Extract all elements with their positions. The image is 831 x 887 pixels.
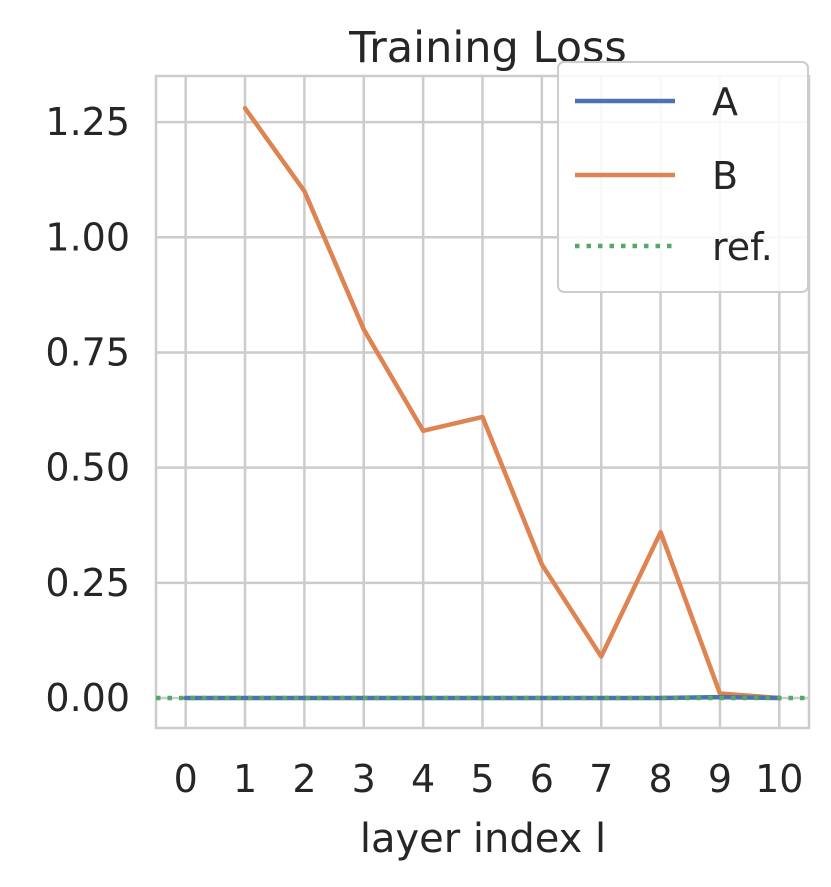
- x-tick-label: 6: [530, 757, 554, 801]
- y-tick-label: 1.25: [45, 100, 130, 144]
- legend: A B ref.: [557, 61, 809, 293]
- x-tick-labels: 0 1 2 3 4 5 6 7 8 9 10: [174, 757, 804, 801]
- x-tick-label: 4: [411, 757, 435, 801]
- y-tick-label: 0.75: [45, 330, 130, 374]
- x-tick-label: 1: [233, 757, 257, 801]
- x-tick-label: 5: [470, 757, 494, 801]
- series-lines: [156, 106, 809, 701]
- x-tick-label: 10: [755, 757, 803, 801]
- legend-label-b: B: [712, 154, 738, 198]
- series-line-b: [242, 106, 782, 701]
- legend-label-ref: ref.: [712, 225, 773, 269]
- x-tick-label: 2: [292, 757, 316, 801]
- legend-box: [557, 61, 809, 293]
- y-tick-labels: 0.00 0.25 0.50 0.75 1.00 1.25: [45, 100, 130, 720]
- y-tick-label: 0.00: [45, 676, 130, 720]
- x-tick-label: 9: [708, 757, 732, 801]
- x-tick-label: 0: [174, 757, 198, 801]
- legend-label-a: A: [712, 80, 738, 124]
- y-tick-label: 1.00: [45, 215, 130, 259]
- x-axis-title: layer index l: [360, 816, 606, 862]
- x-tick-label: 3: [352, 757, 376, 801]
- y-tick-label: 0.50: [45, 446, 130, 490]
- x-tick-label: 7: [589, 757, 613, 801]
- x-tick-label: 8: [648, 757, 672, 801]
- y-tick-label: 0.25: [45, 561, 130, 605]
